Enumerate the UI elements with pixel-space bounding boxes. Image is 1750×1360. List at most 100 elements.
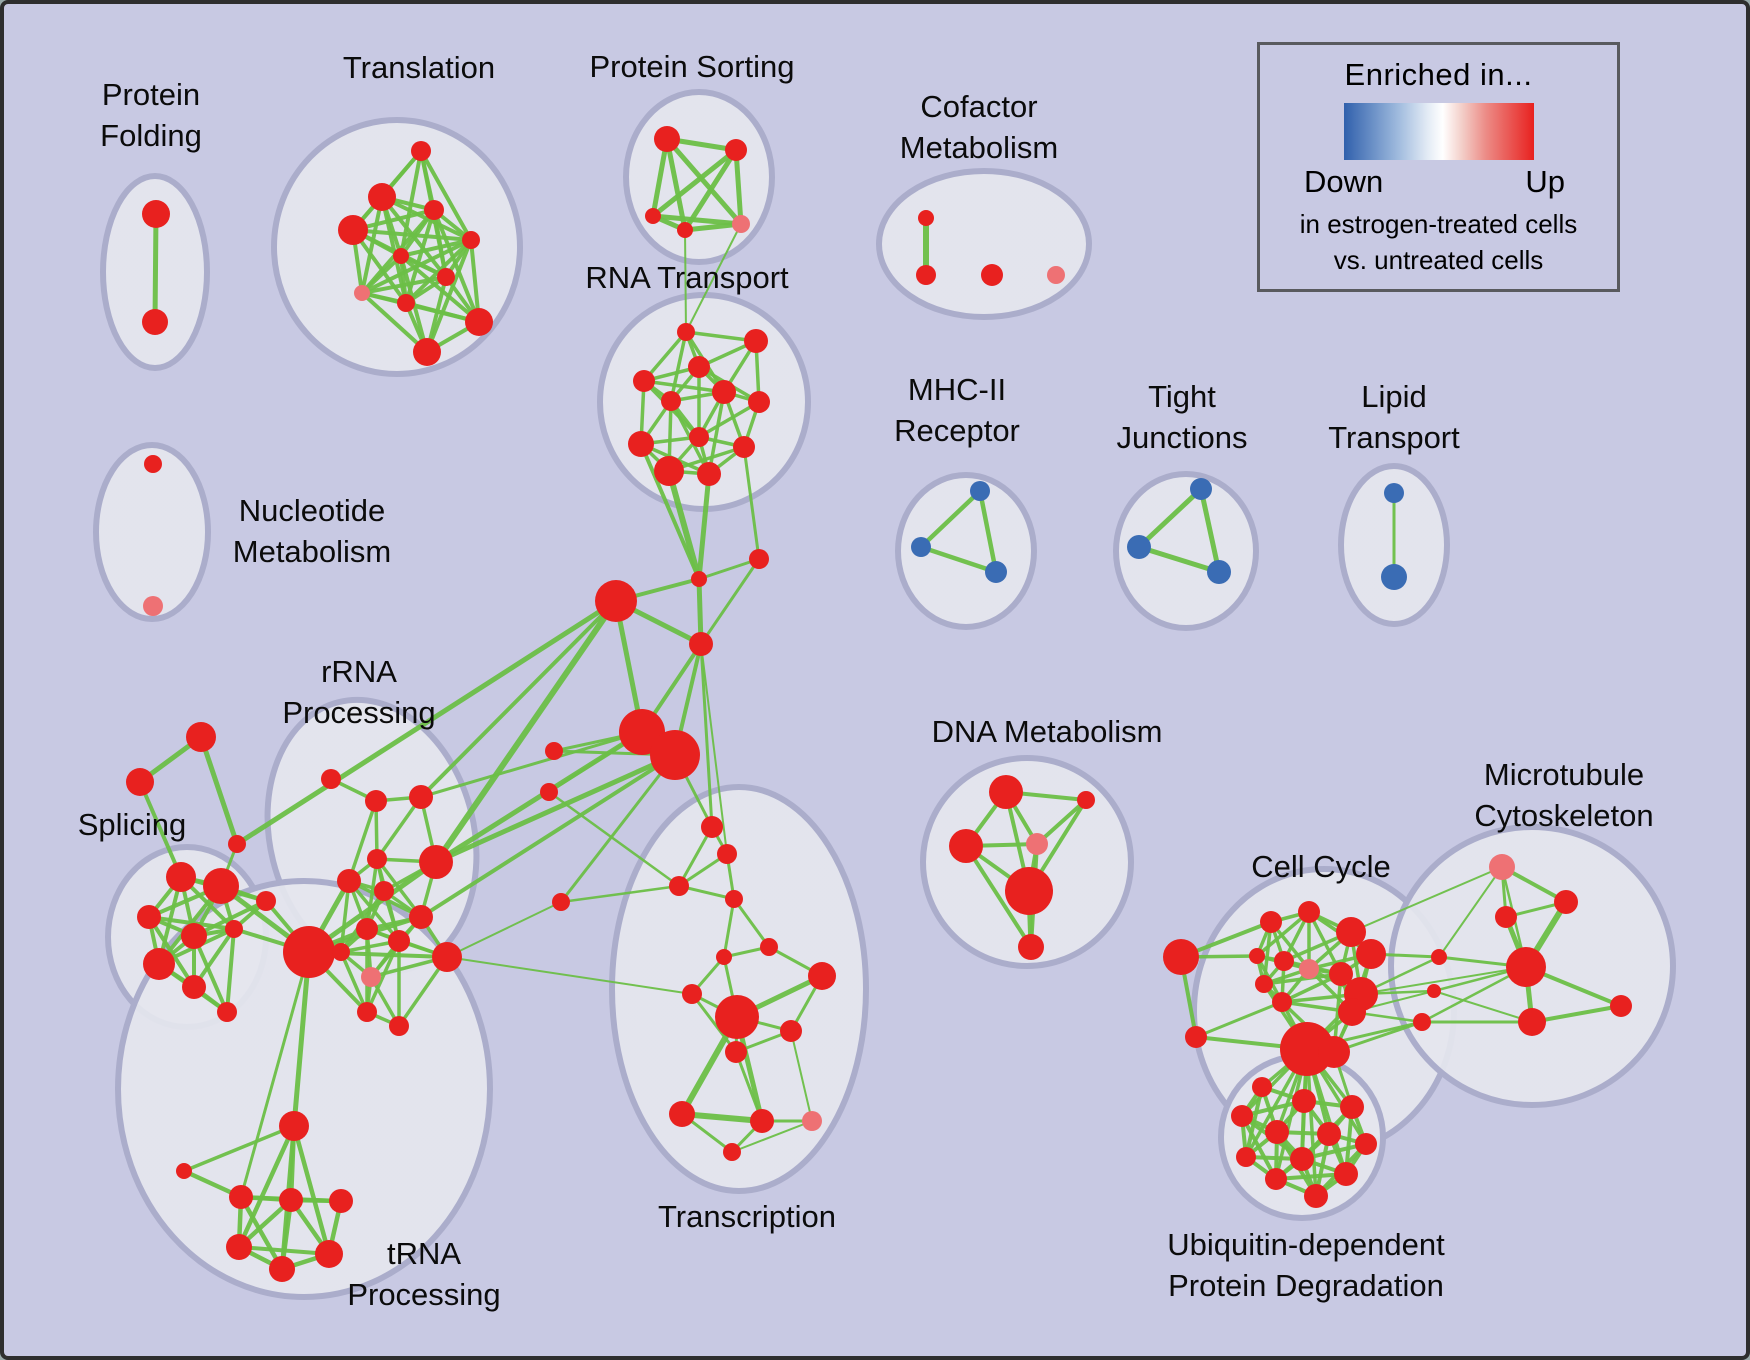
network-edge — [547, 790, 681, 888]
network-edge — [684, 229, 687, 333]
network-edge — [733, 147, 744, 227]
network-edge — [699, 642, 714, 829]
network-node-cell_cycle-3 — [1298, 901, 1320, 923]
network-edge — [360, 275, 448, 295]
network-node-protein_sorting-3 — [677, 222, 693, 238]
network-edge — [559, 884, 681, 904]
network-node-rrna-8 — [388, 930, 410, 952]
legend-title: Enriched in... — [1344, 57, 1533, 92]
network-node-microtubule-8 — [1413, 1013, 1431, 1031]
network-node-splicing-1 — [203, 868, 239, 904]
network-node-trna-0 — [279, 1111, 309, 1141]
network-node-tri-0 — [186, 722, 216, 752]
network-edge — [419, 149, 473, 242]
network-node-link-3 — [689, 632, 713, 656]
network-edge — [446, 956, 693, 995]
network-edge — [419, 753, 677, 919]
network-node-rrna-1 — [365, 790, 387, 812]
network-node-microtubule-6 — [1431, 949, 1447, 965]
network-edge — [700, 643, 728, 855]
network-edge — [639, 442, 701, 581]
network-node-trna-1 — [176, 1163, 192, 1179]
legend-subline-1: in estrogen-treated cells — [1299, 209, 1578, 239]
network-node-trna-5 — [226, 1234, 252, 1260]
network-edge — [559, 753, 677, 904]
network-edge — [360, 291, 429, 354]
network-node-translation-2 — [424, 200, 444, 220]
network-nodes — [126, 126, 1632, 1282]
network-node-cell_cycle-11 — [1329, 962, 1353, 986]
network-edge — [360, 254, 403, 295]
network-node-ubiquitin-11 — [1304, 1184, 1328, 1208]
cluster-label-trna-processing: tRNA Processing — [347, 1236, 500, 1312]
cluster-label-translation: Translation — [343, 50, 495, 85]
network-node-transcription-4 — [760, 938, 778, 956]
network-node-microtubule-2 — [1495, 906, 1517, 928]
network-node-tight-2 — [1207, 560, 1231, 584]
network-node-cell_cycle-14 — [1280, 1022, 1334, 1076]
network-edge — [1255, 910, 1311, 958]
network-edge — [964, 844, 1033, 949]
network-edge — [734, 1050, 764, 1123]
network-node-ubiquitin-3 — [1231, 1105, 1253, 1127]
network-node-transcription-14 — [723, 1143, 741, 1161]
network-edge — [198, 734, 240, 847]
network-edge — [192, 934, 229, 1014]
network-edge — [1433, 990, 1533, 1023]
network-node-rrna-5 — [419, 845, 453, 879]
network-node-cell_cycle-7 — [1274, 951, 1294, 971]
network-node-translation-5 — [393, 248, 409, 264]
network-node-splicing-4 — [225, 920, 243, 938]
cluster-ellipse-transcription — [609, 784, 869, 1194]
network-edge — [732, 897, 771, 949]
cluster-ellipse-mhc-ii-receptor — [895, 472, 1037, 630]
network-node-trna-3 — [279, 1188, 303, 1212]
network-node-cell_cycle-15 — [1318, 1036, 1350, 1068]
network-node-rrna-7 — [356, 918, 378, 940]
network-node-rrna-3 — [337, 869, 361, 893]
network-node-rrna-11 — [361, 967, 381, 987]
network-edge — [152, 211, 159, 325]
cluster-ellipse-trna-processing — [115, 878, 493, 1300]
cluster-ellipse-tight-junctions — [1113, 471, 1259, 631]
network-node-protein_folding-0 — [142, 200, 170, 228]
network-node-cofactor-2 — [981, 264, 1003, 286]
cluster-label-microtubule-cytoskeleton: Microtubule Cytoskeleton — [1474, 757, 1653, 833]
network-node-link-1 — [595, 580, 637, 622]
network-node-dna-3 — [1026, 833, 1048, 855]
legend-subline-2: vs. untreated cells — [1333, 245, 1544, 275]
legend-gradient-bar — [1343, 103, 1534, 160]
network-edge — [419, 730, 644, 799]
cluster-labels: Protein Folding Translation Protein Sorting… — [78, 49, 1654, 1312]
network-node-transcription-9 — [780, 1020, 802, 1042]
network-node-transcription-5 — [716, 949, 732, 965]
network-node-rrna-14 — [389, 1016, 409, 1036]
network-node-lipid-0 — [1384, 483, 1404, 503]
network-node-translation-9 — [465, 308, 493, 336]
network-node-ubiquitin-4 — [1265, 1120, 1289, 1144]
network-node-transcription-12 — [750, 1109, 774, 1133]
network-node-tri-2 — [228, 835, 246, 853]
network-node-ubiquitin-8 — [1290, 1147, 1314, 1171]
network-node-rna_transport-3 — [633, 370, 655, 392]
network-edge — [697, 557, 761, 581]
network-node-splicing-9 — [283, 926, 335, 978]
network-edge — [642, 379, 726, 394]
network-node-lipid-1 — [1381, 564, 1407, 590]
network-edge — [238, 1194, 285, 1272]
network-edge — [446, 901, 562, 958]
cluster-ellipse-cofactor-metabolism — [876, 168, 1092, 320]
network-edge — [742, 445, 761, 561]
network-node-cell_cycle-9 — [1255, 975, 1273, 993]
network-node-ubiquitin-0 — [1252, 1077, 1272, 1097]
network-edge — [1438, 866, 1503, 958]
network-node-translation-3 — [338, 215, 368, 245]
network-edge — [685, 223, 742, 333]
network-node-dna-2 — [949, 829, 983, 863]
network-edge — [351, 228, 408, 305]
network-edge — [399, 238, 473, 258]
network-node-splicing-3 — [181, 923, 207, 949]
network-node-translation-7 — [354, 285, 370, 301]
cluster-label-transcription: Transcription — [658, 1199, 836, 1234]
network-edge — [699, 557, 761, 646]
